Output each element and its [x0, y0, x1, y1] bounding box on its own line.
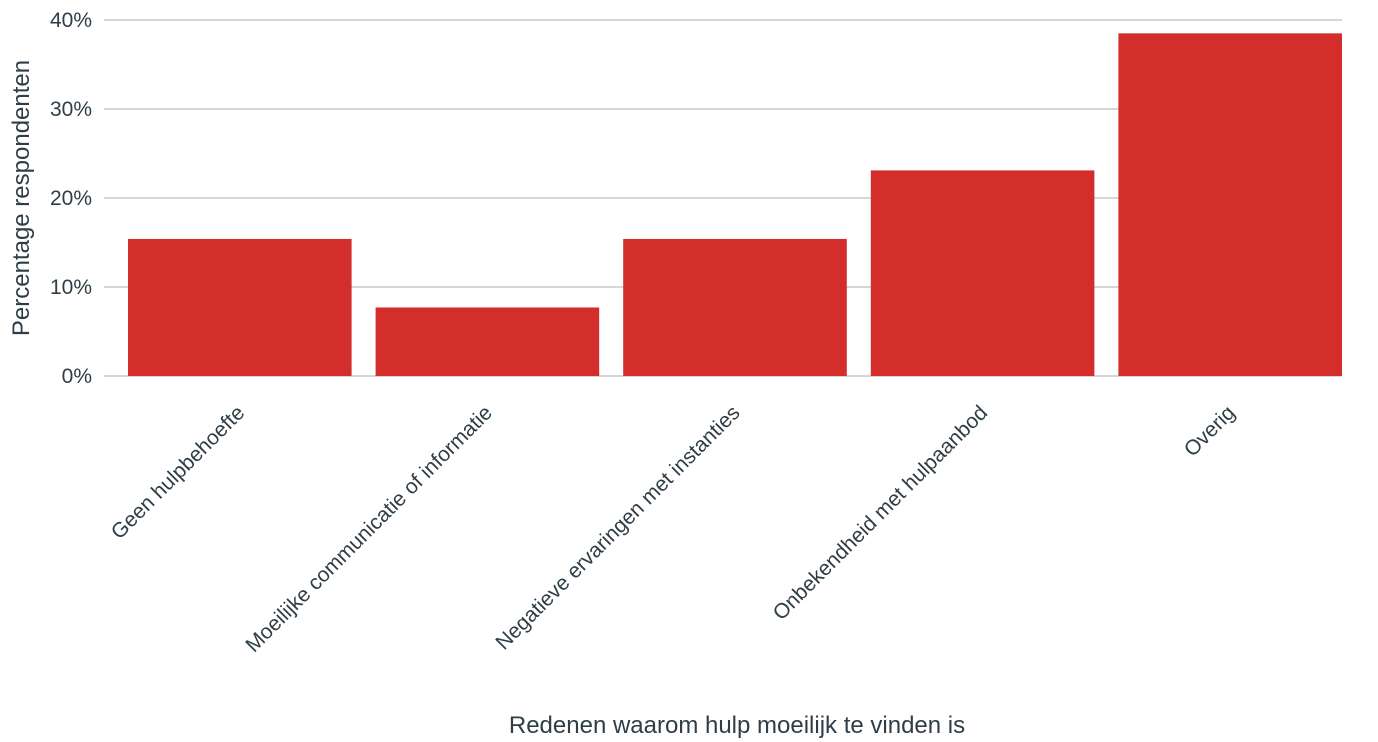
y-tick-label: 20%: [50, 187, 92, 210]
y-tick-label: 10%: [50, 276, 92, 299]
y-tick-label: 30%: [50, 98, 92, 121]
bar: [623, 238, 847, 376]
y-tick-label: 0%: [62, 365, 92, 388]
x-tick-label: Moeilijke communicatie of informatie: [241, 401, 497, 657]
x-tick-label: Negatieve ervaringen met instanties: [491, 401, 744, 654]
y-axis-title: Percentage respondenten: [8, 60, 35, 336]
bars: [128, 33, 1342, 376]
bar: [870, 170, 1095, 376]
bar: [128, 238, 352, 376]
bar: [375, 307, 600, 376]
x-tick-label: Geen hulpbehoefte: [107, 401, 250, 544]
y-tick-label: 40%: [50, 9, 92, 32]
y-tick-labels: 0% 10% 20% 30% 40%: [50, 9, 92, 388]
x-axis-title: Redenen waarom hulp moeilijk te vinden i…: [509, 712, 965, 739]
x-tick-label: Onbekendheid met hulpaanbod: [769, 401, 993, 625]
x-tick-label: Overig: [1180, 401, 1240, 461]
bar: [1118, 33, 1342, 376]
